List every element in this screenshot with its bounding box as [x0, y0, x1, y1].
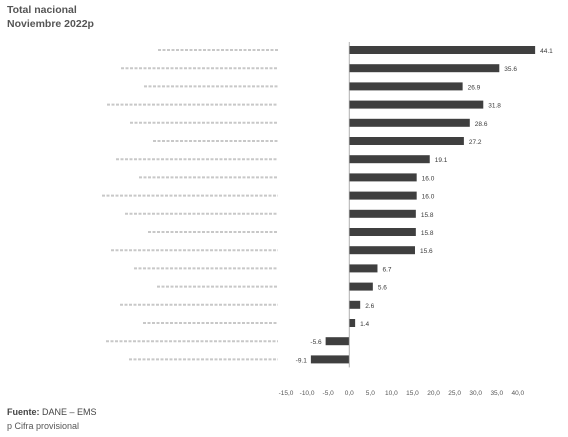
x-axis: -15,0 -10,0 -5,0 0,0 5,0 10,0 15,0 20,0 25,0 30,0…: [279, 390, 525, 397]
bar: [349, 100, 484, 109]
x-tick-label: -5,0: [323, 390, 335, 397]
category-labels: [102, 49, 278, 361]
value-label: 16.0: [422, 194, 435, 201]
value-label: 19.1: [435, 157, 448, 164]
value-label: 35.6: [504, 66, 517, 73]
bar: [349, 155, 430, 164]
value-label: 16.0: [422, 175, 435, 182]
bar: [349, 137, 464, 145]
bars: [310, 46, 536, 364]
value-label: 6.7: [382, 266, 391, 273]
provisional-note: p Cifra provisional: [7, 421, 80, 431]
bar: [349, 191, 417, 200]
bar: [325, 337, 350, 346]
value-label: 2.6: [365, 303, 374, 310]
value-label: 15.8: [421, 212, 434, 219]
value-label: 27.2: [469, 139, 482, 146]
x-tick-label: 20,0: [427, 390, 440, 397]
value-label: 1.4: [360, 321, 369, 328]
chart-title: Total nacional: [7, 4, 77, 16]
bar: [349, 209, 416, 218]
bar: [349, 246, 415, 255]
value-label: 5.6: [378, 285, 387, 292]
bar: [349, 228, 416, 236]
bar: [349, 319, 356, 327]
x-tick-label: -10,0: [300, 390, 315, 397]
value-labels: 44.1 35.6 26.9 31.8 28.6 27.2 19.1 16.0 16.0 15.8…: [296, 48, 553, 364]
bar: [349, 173, 417, 182]
chart-subtitle: Noviembre 2022p: [7, 18, 94, 30]
bar: [310, 355, 350, 364]
x-tick-label: 30,0: [469, 390, 482, 397]
x-tick-label: 15,0: [406, 390, 419, 397]
value-label: 28.6: [475, 121, 488, 128]
bar: [349, 46, 536, 54]
value-label: 15.8: [421, 230, 434, 237]
value-label: 15.6: [420, 248, 433, 255]
source-label: Fuente:: [7, 407, 40, 417]
x-tick-label: 0,0: [345, 390, 354, 397]
x-tick-label: 5,0: [366, 390, 375, 397]
value-label: 26.9: [468, 84, 481, 91]
source-note: Fuente: DANE – EMS: [7, 407, 97, 418]
x-tick-label: 10,0: [385, 390, 398, 397]
bar: [349, 282, 373, 291]
source-value: DANE – EMS: [42, 407, 97, 417]
value-label: 44.1: [540, 48, 553, 55]
value-label: 31.8: [488, 103, 501, 110]
x-tick-label: 40,0: [512, 390, 525, 397]
bar: [349, 264, 378, 273]
x-tick-label: -15,0: [279, 390, 294, 397]
bar: [349, 82, 463, 91]
x-tick-label: 25,0: [448, 390, 461, 397]
x-tick-label: 35,0: [490, 390, 503, 397]
bar: [349, 118, 470, 127]
bar: [349, 64, 500, 73]
value-label: -9.1: [296, 357, 308, 364]
bar: [349, 300, 361, 309]
value-label: -5.6: [310, 339, 322, 346]
